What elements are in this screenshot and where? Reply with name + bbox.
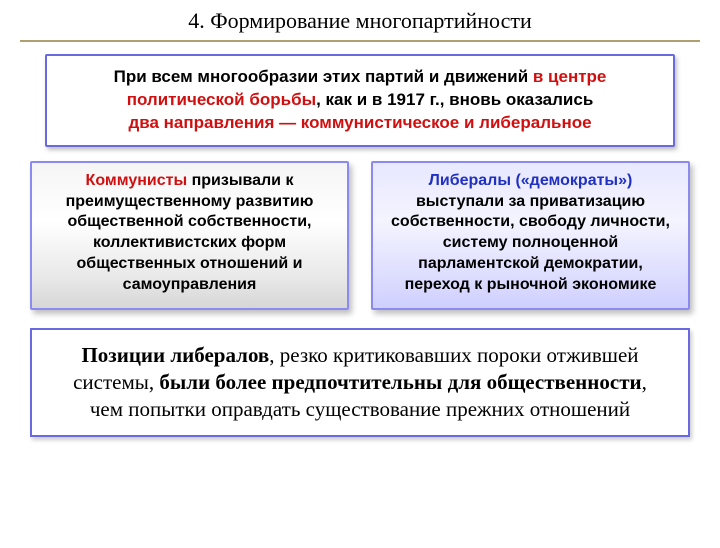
columns-row: Коммунисты призывали к преимущественному… <box>30 161 690 310</box>
intro-part1: При всем многообразии этих партий и движ… <box>114 67 533 86</box>
title-block: 4. Формирование многопартийности <box>20 8 700 42</box>
communists-box: Коммунисты призывали к преимущественному… <box>30 161 349 310</box>
liberals-head: Либералы («демократы») <box>429 172 633 189</box>
intro-box: При всем многообразии этих партий и движ… <box>45 54 675 147</box>
liberals-box: Либералы («демократы») выступали за прив… <box>371 161 690 310</box>
intro-text: При всем многообразии этих партий и движ… <box>65 66 655 135</box>
conclusion-b2: были более предпочтительны для обществен… <box>159 370 641 394</box>
communists-body: призывали к преимущественному развитию о… <box>66 172 314 293</box>
communists-head: Коммунисты <box>86 172 188 189</box>
conclusion-box: Позиции либералов, резко критиковавших п… <box>30 328 690 438</box>
liberals-body: выступали за приватизацию собственности,… <box>391 193 670 293</box>
conclusion-b1: Позиции либералов <box>81 343 269 367</box>
intro-red2: два направления — коммунистическое и либ… <box>128 113 591 132</box>
intro-part2: , как и в 1917 г., вновь оказались <box>316 90 593 109</box>
page-title: 4. Формирование многопартийности <box>20 8 700 34</box>
